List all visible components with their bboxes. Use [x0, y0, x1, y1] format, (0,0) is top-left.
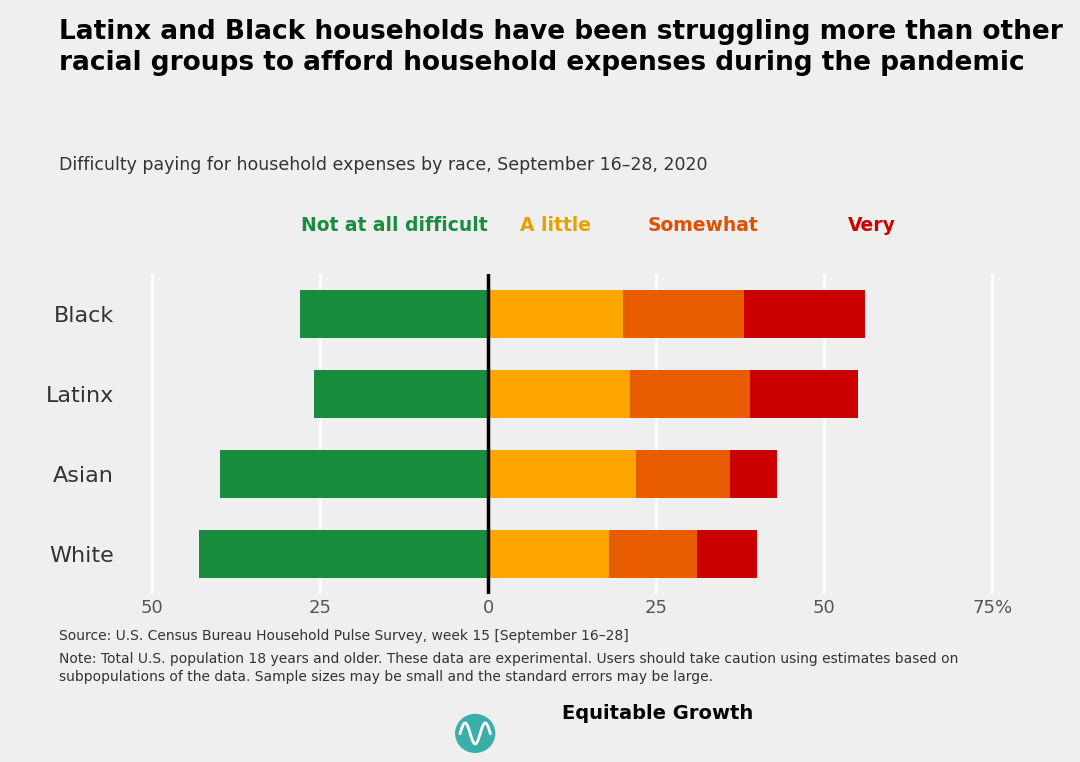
Bar — [630, 370, 751, 418]
Bar — [313, 370, 488, 418]
Text: Equitable Growth: Equitable Growth — [562, 705, 753, 723]
Text: Latinx and Black households have been struggling more than other
racial groups t: Latinx and Black households have been st… — [59, 19, 1063, 76]
Text: Somewhat: Somewhat — [648, 216, 759, 235]
Text: Very: Very — [848, 216, 895, 235]
Bar — [609, 530, 697, 578]
Text: Difficulty paying for household expenses by race, September 16–28, 2020: Difficulty paying for household expenses… — [59, 156, 707, 174]
Bar — [697, 530, 757, 578]
Bar — [200, 530, 488, 578]
Bar — [488, 370, 630, 418]
Bar — [636, 450, 730, 498]
Text: A little: A little — [521, 216, 591, 235]
Bar — [744, 290, 865, 338]
Bar — [488, 450, 636, 498]
Text: Not at all difficult: Not at all difficult — [301, 216, 488, 235]
Text: Source: U.S. Census Bureau Household Pulse Survey, week 15 [September 16–28]: Source: U.S. Census Bureau Household Pul… — [59, 629, 630, 642]
Bar — [623, 290, 744, 338]
Bar — [751, 370, 858, 418]
Bar — [730, 450, 778, 498]
Bar — [488, 290, 623, 338]
Bar — [488, 530, 609, 578]
Text: Note: Total U.S. population 18 years and older. These data are experimental. Use: Note: Total U.S. population 18 years and… — [59, 652, 959, 684]
Bar — [300, 290, 488, 338]
Ellipse shape — [456, 715, 495, 752]
Bar — [219, 450, 488, 498]
